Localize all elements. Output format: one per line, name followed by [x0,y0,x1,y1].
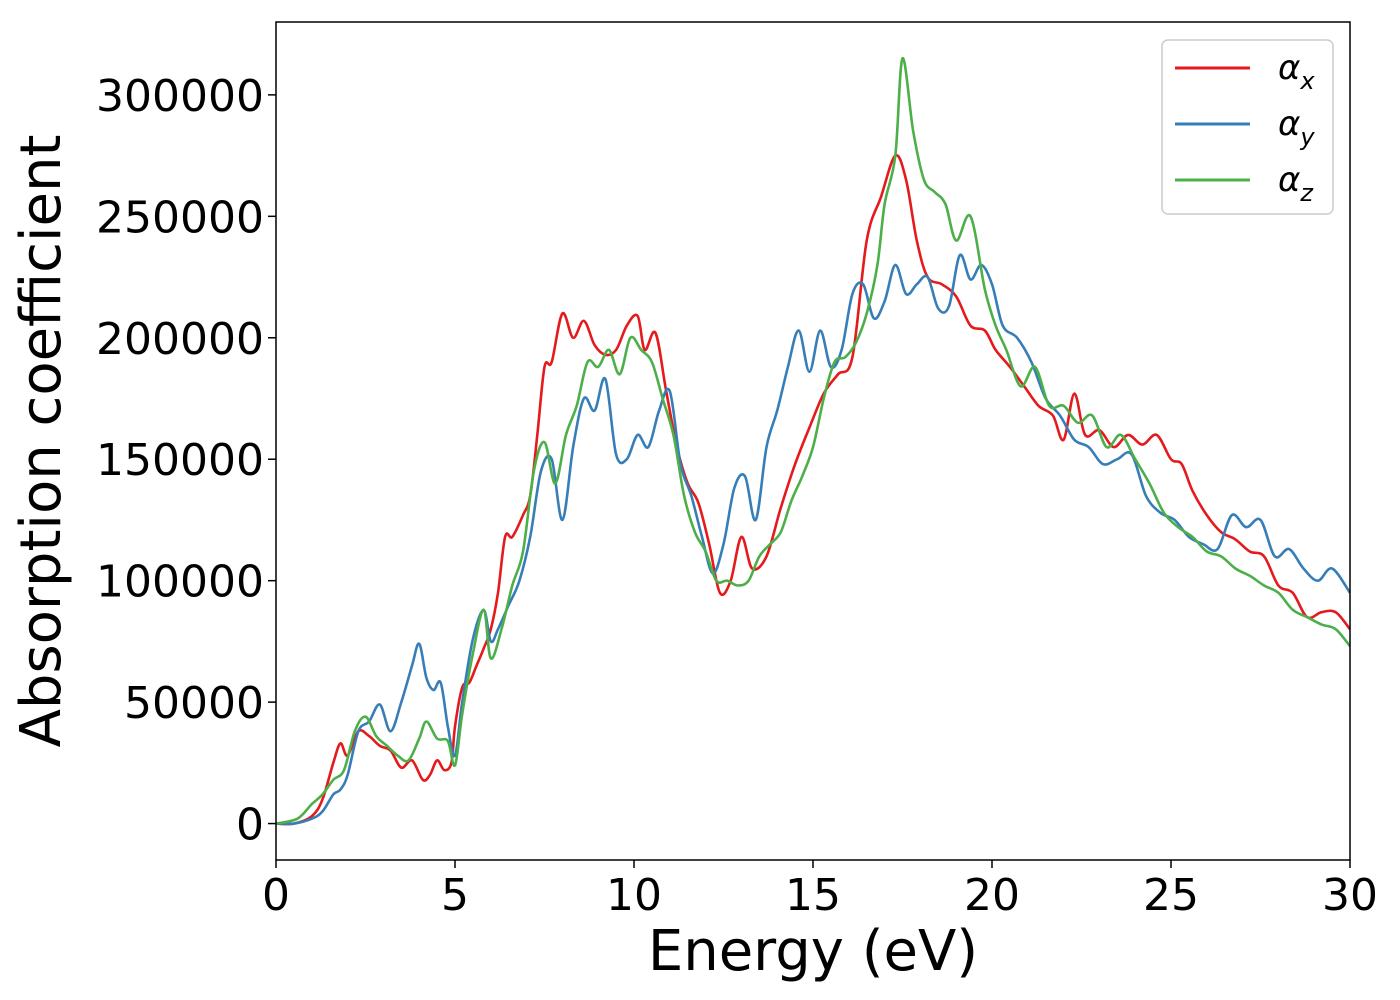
y-tick-label: 0 [236,800,264,851]
x-axis-title: Energy (eV) [648,919,978,984]
series-line-x [275,153,1352,826]
series-line-z [275,57,1352,825]
y-tick-label: 100000 [96,557,264,608]
x-tick-label: 5 [441,870,469,921]
y-tick-label: 250000 [96,192,264,243]
plot-lines [275,57,1352,826]
x-tick-label: 20 [964,870,1020,921]
series-line-y [275,253,1352,826]
x-axis-ticks: 0 5 10 15 20 25 30 [262,860,1378,921]
x-tick-label: 15 [785,870,841,921]
y-axis-title: Absorption coefficient [9,135,74,748]
y-tick-label: 150000 [96,435,264,486]
y-axis-ticks: 0 50000 100000 150000 200000 250000 300000 [96,71,276,851]
x-tick-label: 25 [1143,870,1199,921]
x-tick-label: 10 [606,870,662,921]
y-tick-label: 50000 [124,678,264,729]
legend-box [1161,39,1334,215]
y-tick-label: 200000 [96,314,264,365]
y-tick-label: 300000 [96,71,264,122]
x-tick-label: 30 [1322,870,1378,921]
x-tick-label: 0 [262,870,290,921]
